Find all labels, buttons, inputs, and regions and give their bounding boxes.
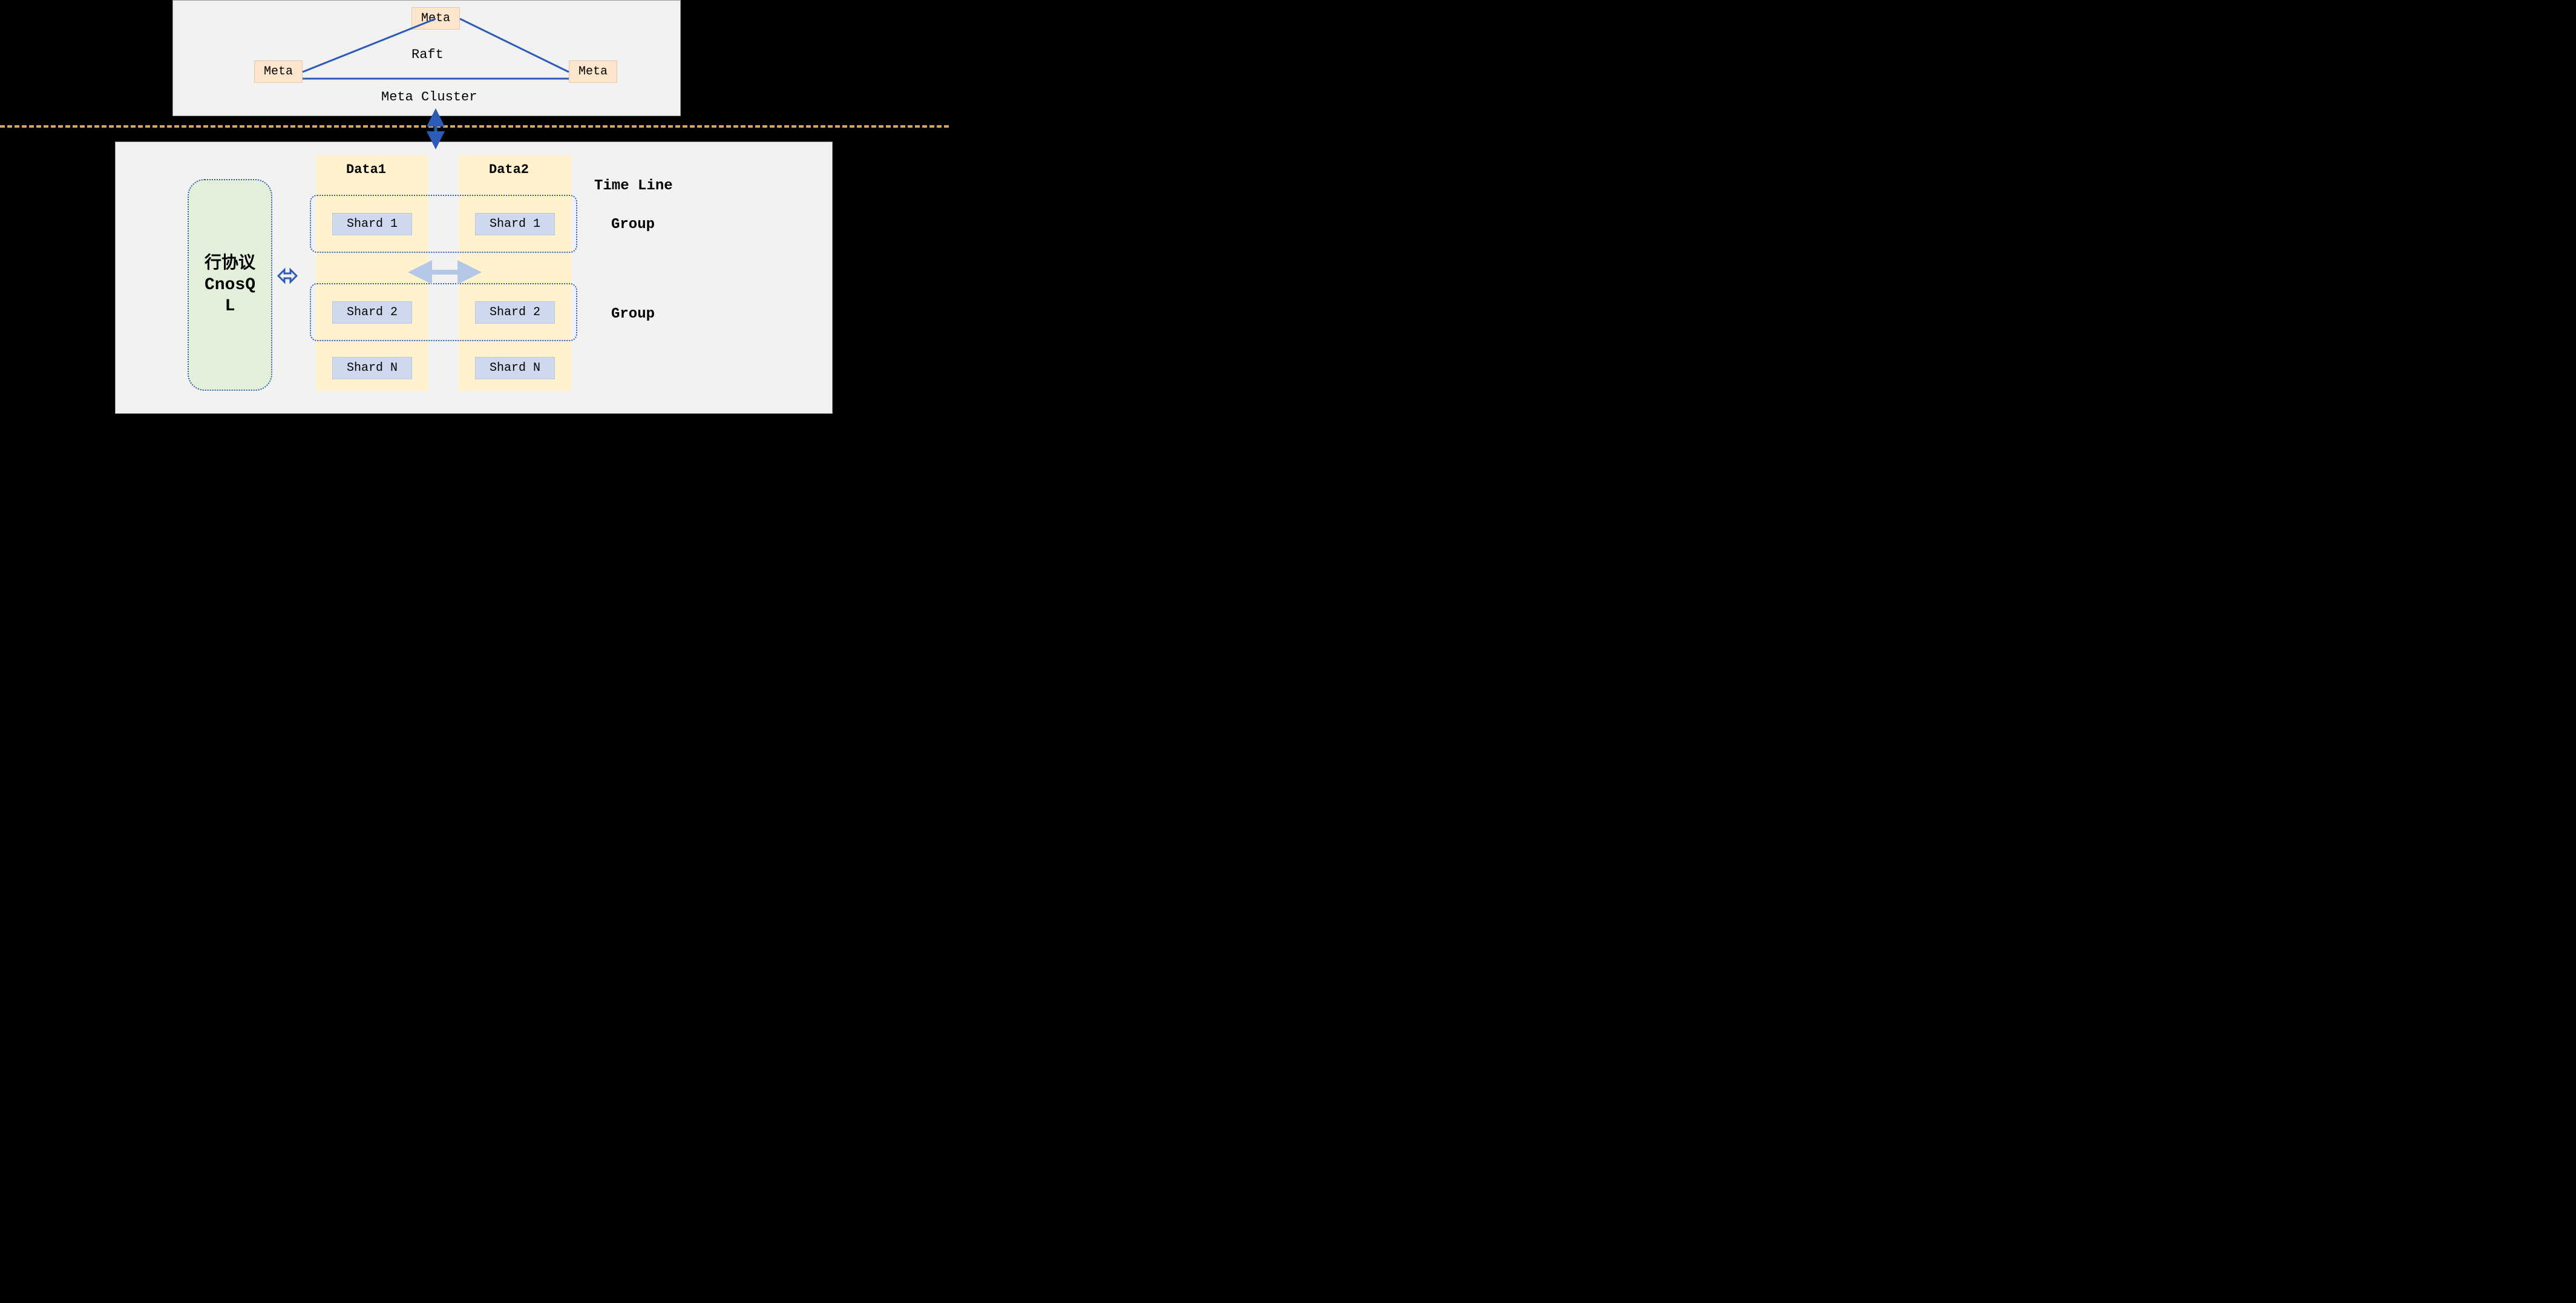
data1-column — [316, 155, 428, 391]
data1-title: Data1 — [346, 162, 386, 177]
meta-node-label: Meta — [264, 65, 293, 79]
cnosql-line: CnosQ — [205, 276, 255, 295]
meta-node-left: Meta — [254, 60, 303, 83]
meta-node-top: Meta — [411, 7, 460, 30]
shard: Shard 1 — [475, 213, 555, 235]
raft-label: Raft — [411, 47, 444, 62]
shard: Shard 1 — [332, 213, 412, 235]
data2-title: Data2 — [489, 162, 529, 177]
group-label-1: Group — [611, 217, 655, 233]
cnosql-line: L — [225, 297, 235, 316]
meta-node-label: Meta — [421, 11, 450, 25]
data2-column — [459, 155, 571, 391]
shard: Shard N — [332, 357, 412, 379]
shard: Shard 2 — [475, 301, 555, 324]
meta-cluster-label: Meta Cluster — [381, 90, 477, 105]
shard: Shard 2 — [332, 301, 412, 324]
group-label-2: Group — [611, 306, 655, 322]
meta-node-label: Meta — [578, 65, 608, 79]
cnosql-line: 行协议 — [205, 255, 255, 273]
shard: Shard N — [475, 357, 555, 379]
meta-node-right: Meta — [569, 60, 617, 83]
cnosql-box: 行协议 CnosQ L — [188, 179, 272, 391]
timeline-label: Time Line — [594, 178, 673, 194]
section-divider — [0, 125, 949, 128]
